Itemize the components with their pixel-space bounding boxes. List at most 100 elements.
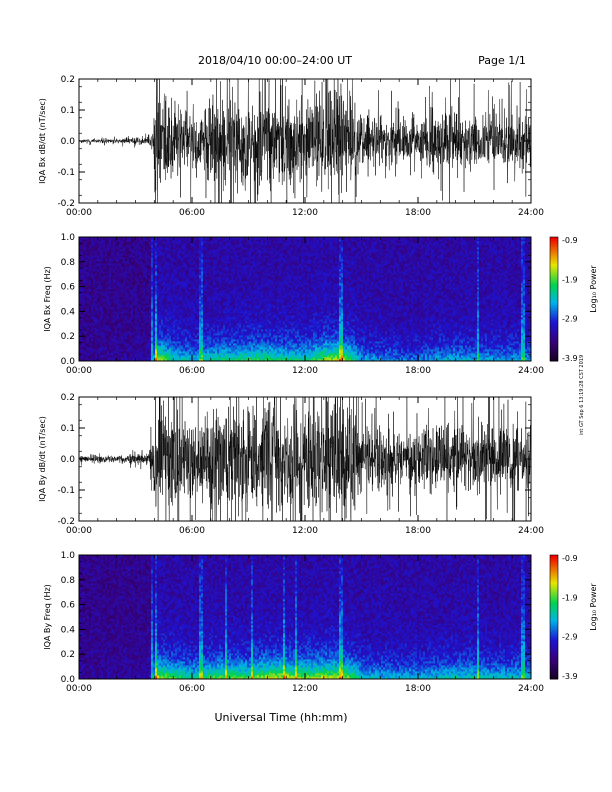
spectrogram-cell [177, 309, 180, 312]
spectrogram-cell [145, 251, 148, 254]
spectrogram-cell [95, 335, 98, 338]
spectrogram-cell [135, 337, 138, 340]
spectrogram-cell [187, 355, 190, 358]
spectrogram-cell [191, 299, 194, 302]
spectrogram-cell [177, 273, 180, 276]
spectrogram-cell [189, 331, 192, 334]
spectrogram-cell [155, 343, 158, 346]
spectrogram-cell [91, 329, 94, 332]
spectrogram-cell [173, 279, 176, 282]
spectrogram-cell [115, 281, 118, 284]
spectrogram-cell [97, 243, 100, 246]
spectrogram-cell [93, 245, 96, 248]
spectrogram-cell [189, 269, 192, 272]
spectrogram-cell [163, 293, 166, 296]
spectrogram-cell [133, 301, 136, 304]
spectrogram-cell [151, 315, 154, 318]
spectrogram-cell [147, 347, 150, 350]
spectrogram-cell [135, 303, 138, 306]
spectrogram-cell [109, 291, 112, 294]
spectrogram-cell [121, 337, 124, 340]
spectrogram-cell [171, 263, 174, 266]
spectrogram-cell [181, 355, 184, 358]
spectrogram-cell [137, 307, 140, 310]
spectrogram-cell [103, 263, 106, 266]
spectrogram-cell [83, 259, 86, 262]
spectrogram-cell [117, 309, 120, 312]
spectrogram-cell [113, 327, 116, 330]
spectrogram-cell [175, 293, 178, 296]
spectrogram-cell [81, 283, 84, 286]
spectrogram-cell [105, 281, 108, 284]
spectrogram-cell [123, 247, 126, 250]
spectrogram-cell [185, 287, 188, 290]
spectrogram-cell [83, 263, 86, 266]
spectrogram-cell [149, 237, 152, 240]
spectrogram-cell [139, 291, 142, 294]
spectrogram-cell [189, 309, 192, 312]
spectrogram-cell [119, 279, 122, 282]
spectrogram-cell [133, 343, 136, 346]
spectrogram-cell [173, 299, 176, 302]
spectrogram-cell [147, 321, 150, 324]
spectrogram-cell [159, 267, 162, 270]
spectrogram-cell [83, 353, 86, 356]
spectrogram-cell [105, 279, 108, 282]
spectrogram-cell [103, 285, 106, 288]
spectrogram-cell [185, 309, 188, 312]
spectrogram-cell [157, 349, 160, 352]
spectrogram-cell [107, 275, 110, 278]
spectrogram-cell [105, 317, 108, 320]
spectrogram-cell [141, 285, 144, 288]
spectrogram-cell [175, 347, 178, 350]
spectrogram-cell [141, 267, 144, 270]
spectrogram-cell [159, 289, 162, 292]
spectrogram-cell [111, 239, 114, 242]
spectrogram-cell [97, 263, 100, 266]
spectrogram-cell [81, 241, 84, 244]
spectrogram-cell [89, 257, 92, 260]
spectrogram-cell [105, 259, 108, 262]
spectrogram-cell [107, 257, 110, 260]
spectrogram-cell [141, 297, 144, 300]
spectrogram-cell [149, 351, 152, 354]
spectrogram-cell [119, 335, 122, 338]
spectrogram-cell [173, 255, 176, 258]
spectrogram-cell [153, 341, 156, 344]
spectrogram-cell [93, 269, 96, 272]
spectrogram-cell [165, 249, 168, 252]
spectrogram-cell [155, 337, 158, 340]
spectrogram-cell [155, 321, 158, 324]
spectrogram-cell [141, 257, 144, 260]
spectrogram-cell [99, 263, 102, 266]
spectrogram-cell [113, 267, 116, 270]
spectrogram-cell [141, 351, 144, 354]
spectrogram-cell [133, 331, 136, 334]
spectrogram-cell [105, 343, 108, 346]
spectrogram-cell [161, 337, 164, 340]
spectrogram-cell [93, 241, 96, 244]
spectrogram-cell [123, 279, 126, 282]
spectrogram-cell [147, 259, 150, 262]
spectrogram-cell [193, 295, 196, 298]
spectrogram-cell [185, 359, 188, 362]
spectrogram-cell [91, 323, 94, 326]
spectrogram-cell [113, 329, 116, 332]
spectrogram-cell [191, 339, 194, 342]
spectrogram-cell [159, 313, 162, 316]
spectrogram-cell [147, 317, 150, 320]
spectrogram-cell [173, 349, 176, 352]
spectrogram-cell [171, 239, 174, 242]
spectrogram-cell [97, 279, 100, 282]
spectrogram-cell [189, 319, 192, 322]
spectrogram-cell [121, 329, 124, 332]
spectrogram-cell [169, 247, 172, 250]
spectrogram-cell [107, 345, 110, 348]
spectrogram-cell [181, 305, 184, 308]
spectrogram-cell [183, 287, 186, 290]
spectrogram-cell [141, 295, 144, 298]
spectrogram-cell [135, 263, 138, 266]
spectrogram-cell [139, 335, 142, 338]
spectrogram-cell [133, 351, 136, 354]
spectrogram-cell [175, 315, 178, 318]
